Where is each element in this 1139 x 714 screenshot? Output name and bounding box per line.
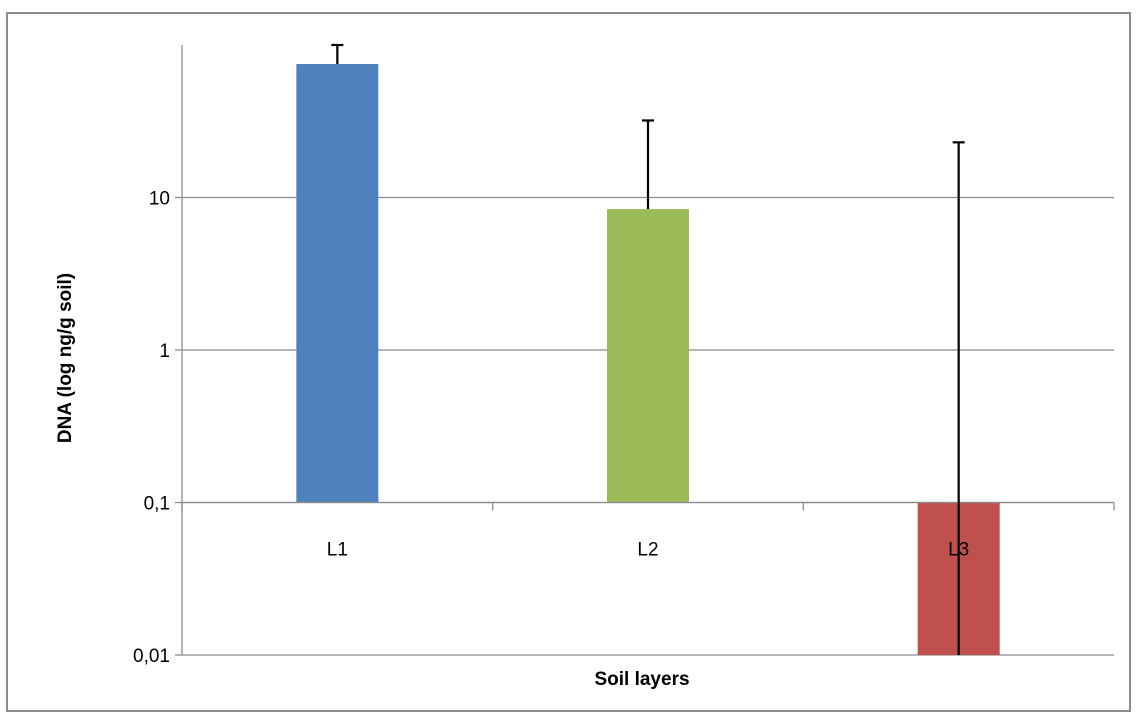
y-tick-label: 0,01 <box>133 646 170 667</box>
x-tick-label: L2 <box>637 540 658 561</box>
x-tick-label: L3 <box>948 540 969 561</box>
y-axis-title: DNA (log ng/g soil) <box>55 273 76 443</box>
y-tick-label: 10 <box>149 189 170 210</box>
bar-chart: 0,01 0,1 1 10 L1 L2 L3 DNA (log ng/g soil) Soi… <box>55 43 1115 690</box>
x-tick-label: L1 <box>327 540 348 561</box>
bar-l2 <box>607 209 689 503</box>
x-axis-title: Soil layers <box>594 669 689 690</box>
y-tick-label: 0,1 <box>144 494 170 515</box>
chart-frame: 0,01 0,1 1 10 L1 L2 L3 DNA (log ng/g soil) Soi… <box>6 12 1131 712</box>
bar-l1 <box>296 64 379 503</box>
error-bars <box>331 43 965 655</box>
tick-labels: 0,01 0,1 1 10 L1 L2 L3 <box>133 189 969 668</box>
y-tick-label: 1 <box>159 341 170 362</box>
